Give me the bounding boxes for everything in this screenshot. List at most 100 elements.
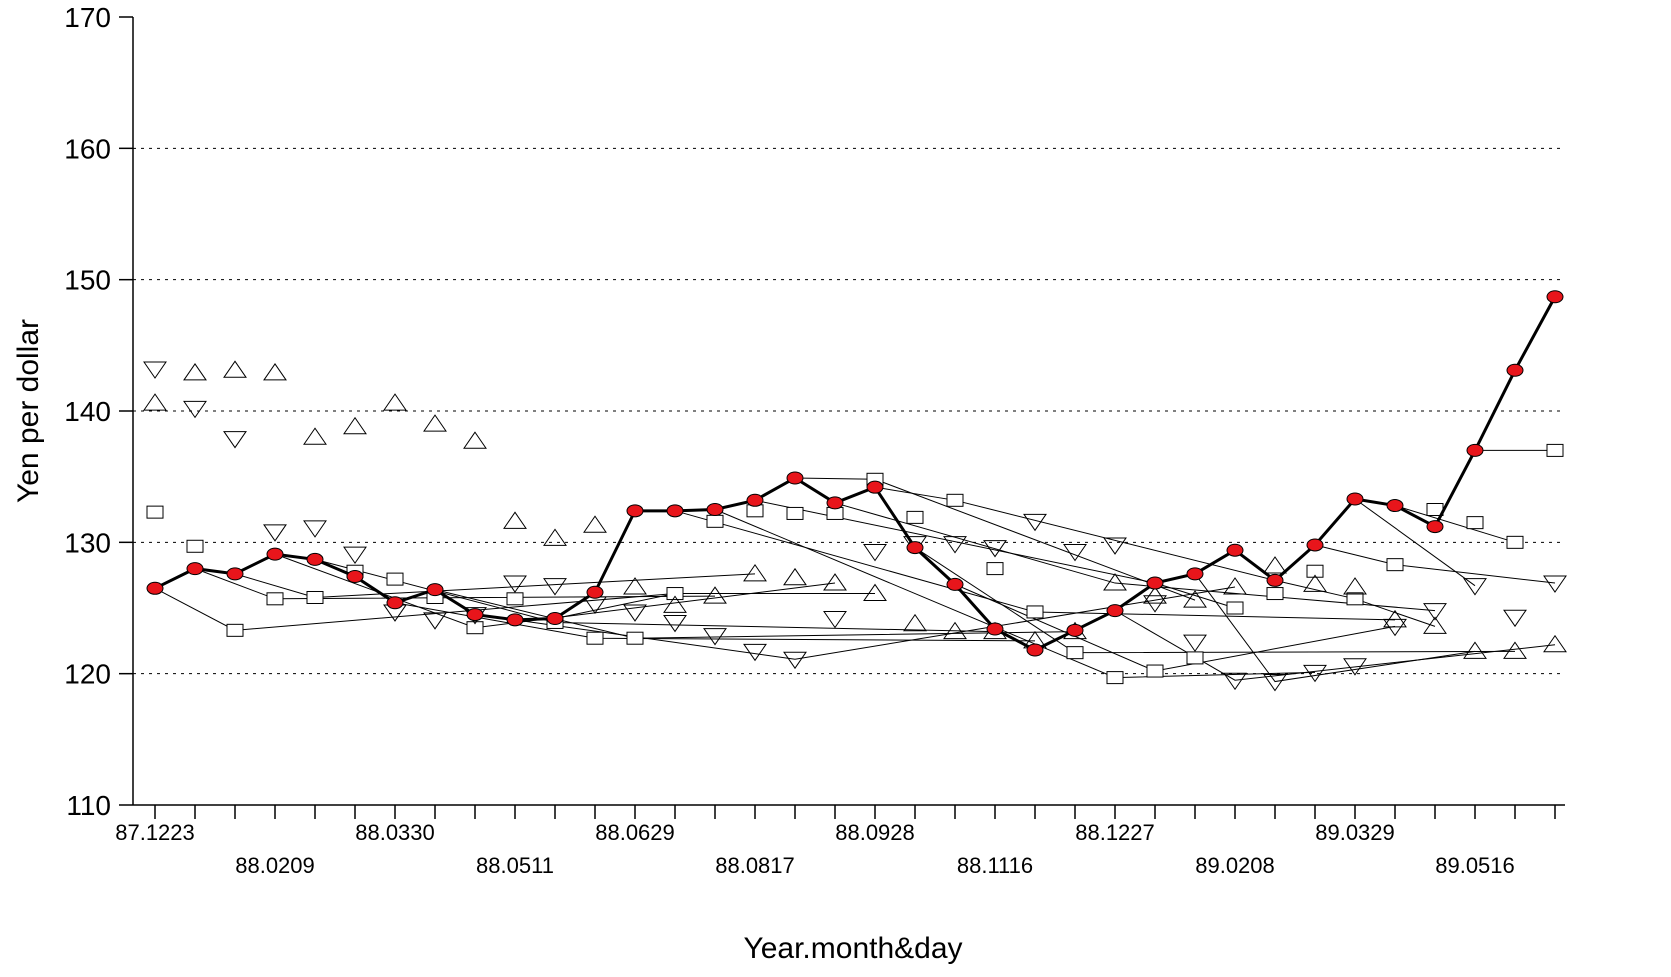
x-tick-label-88.0629: 88.0629 bbox=[595, 820, 675, 845]
actual-point-24 bbox=[1106, 604, 1124, 618]
actual-point-6 bbox=[386, 596, 404, 610]
triangle-up-marker-24 bbox=[1103, 573, 1127, 591]
triangle-up-marker-16 bbox=[783, 567, 807, 586]
triangle-down-marker-28 bbox=[1263, 674, 1287, 692]
triangle-up-marker-15 bbox=[743, 563, 767, 582]
x-tick-label-89.0516: 89.0516 bbox=[1435, 853, 1515, 878]
square-marker-2 bbox=[226, 623, 244, 637]
forecast-link-22 bbox=[1394, 505, 1516, 543]
square-marker-26 bbox=[1186, 651, 1204, 665]
actual-point-22 bbox=[1026, 643, 1044, 657]
actual-point-25 bbox=[1146, 576, 1164, 590]
forecast-link-13 bbox=[834, 502, 1436, 612]
triangle-down-marker-27 bbox=[1223, 672, 1247, 691]
axes bbox=[119, 16, 1565, 819]
triangle-down-marker-13 bbox=[663, 614, 687, 633]
triangle-down-marker-1 bbox=[183, 400, 207, 419]
actual-point-29 bbox=[1306, 538, 1324, 552]
triangle-up-marker-26 bbox=[1183, 590, 1207, 608]
x-axis-title: Year.month&day bbox=[743, 932, 962, 965]
x-tick-label-89.0329: 89.0329 bbox=[1315, 820, 1395, 845]
actual-point-1 bbox=[186, 562, 204, 576]
square-marker-6 bbox=[386, 572, 404, 586]
x-tick-label-89.0208: 89.0208 bbox=[1195, 853, 1275, 878]
actual-point-18 bbox=[866, 480, 884, 494]
actual-point-27 bbox=[1226, 543, 1244, 557]
y-tick-label-170: 170 bbox=[64, 2, 111, 33]
square-marker-1 bbox=[186, 539, 204, 553]
forecast-link-18 bbox=[1194, 573, 1476, 683]
triangle-up-marker-12 bbox=[623, 577, 647, 595]
x-tick-label-88.1116: 88.1116 bbox=[957, 853, 1033, 878]
actual-point-34 bbox=[1506, 363, 1524, 377]
y-axis-title: Yen per dollar bbox=[12, 319, 45, 503]
triangle-down-marker-3 bbox=[263, 524, 287, 542]
square-marker-35 bbox=[1546, 443, 1564, 457]
square-marker-16 bbox=[786, 506, 804, 520]
triangle-up-marker-28 bbox=[1263, 556, 1287, 574]
triangle-up-marker-30 bbox=[1343, 577, 1367, 595]
x-tick-label-88.0330: 88.0330 bbox=[355, 820, 435, 845]
actual-point-10 bbox=[546, 612, 564, 626]
triangle-up-marker-7 bbox=[423, 414, 447, 432]
square-marker-33 bbox=[1466, 516, 1484, 530]
actual-point-5 bbox=[346, 569, 364, 583]
y-tick-label-140: 140 bbox=[64, 396, 111, 427]
actual-point-21 bbox=[986, 622, 1004, 636]
triangle-down-marker-33 bbox=[1463, 578, 1487, 596]
square-marker-13 bbox=[666, 587, 684, 601]
square-marker-24 bbox=[1106, 671, 1124, 685]
actual-point-2 bbox=[226, 567, 244, 581]
triangle-up-marker-33 bbox=[1463, 641, 1487, 659]
triangle-down-marker-26 bbox=[1183, 634, 1207, 653]
triangle-down-marker-18 bbox=[863, 544, 887, 562]
square-marker-25 bbox=[1146, 664, 1164, 678]
actual-point-28 bbox=[1266, 573, 1284, 587]
triangle-up-marker-20 bbox=[943, 621, 967, 640]
square-marker-12 bbox=[626, 631, 644, 645]
square-marker-28 bbox=[1266, 587, 1284, 601]
triangle-down-marker-16 bbox=[783, 651, 807, 670]
triangle-down-marker-12 bbox=[623, 604, 647, 622]
y-tick-label-130: 130 bbox=[64, 527, 111, 558]
y-tick-labels: 110 120 130 140 150 160 170 bbox=[64, 2, 111, 821]
actual-series-line bbox=[154, 296, 1557, 652]
triangle-down-marker-4 bbox=[303, 520, 327, 538]
triangle-up-marker-10 bbox=[543, 528, 567, 546]
actual-point-17 bbox=[826, 496, 844, 510]
triangle-up-marker-9 bbox=[503, 511, 527, 529]
square-marker-31 bbox=[1386, 558, 1404, 572]
actual-point-7 bbox=[426, 583, 444, 597]
square-marker-9 bbox=[506, 592, 524, 606]
actual-point-13 bbox=[666, 504, 684, 518]
triangle-down-marker-32 bbox=[1423, 603, 1447, 621]
x-tick-label-88.0928: 88.0928 bbox=[835, 820, 915, 845]
square-marker-22 bbox=[1026, 605, 1044, 619]
triangle-up-marker-13 bbox=[663, 595, 687, 613]
actual-point-14 bbox=[706, 503, 724, 516]
forecast-link-21 bbox=[1354, 498, 1476, 587]
triangle-up-marker-5 bbox=[343, 416, 367, 435]
forecast-link-7 bbox=[514, 586, 1236, 660]
actual-point-33 bbox=[1466, 443, 1484, 457]
square-marker-21 bbox=[986, 562, 1004, 576]
triangle-down-marker-20 bbox=[943, 536, 967, 554]
square-marker-8 bbox=[466, 621, 484, 635]
x-tick-label-88.0817: 88.0817 bbox=[715, 853, 795, 878]
triangle-down-marker-21 bbox=[983, 540, 1007, 558]
actual-point-26 bbox=[1186, 567, 1204, 581]
y-tick-label-120: 120 bbox=[64, 659, 111, 690]
square-marker-23 bbox=[1066, 646, 1084, 660]
actual-point-11 bbox=[586, 585, 604, 599]
triangle-down-marker-30 bbox=[1343, 658, 1367, 676]
square-marker-0 bbox=[146, 505, 164, 519]
triangle-up-marker-19 bbox=[903, 613, 927, 632]
x-tick-label-88.0511: 88.0511 bbox=[476, 853, 554, 878]
square-marker-34 bbox=[1506, 535, 1524, 549]
x-tick-label-87.1223: 87.1223 bbox=[115, 820, 195, 845]
triangle-up-marker-6 bbox=[383, 393, 407, 411]
triangle-down-marker-9 bbox=[503, 575, 527, 593]
actual-point-16 bbox=[786, 471, 804, 485]
square-marker-27 bbox=[1226, 601, 1244, 615]
actual-point-9 bbox=[506, 613, 524, 627]
